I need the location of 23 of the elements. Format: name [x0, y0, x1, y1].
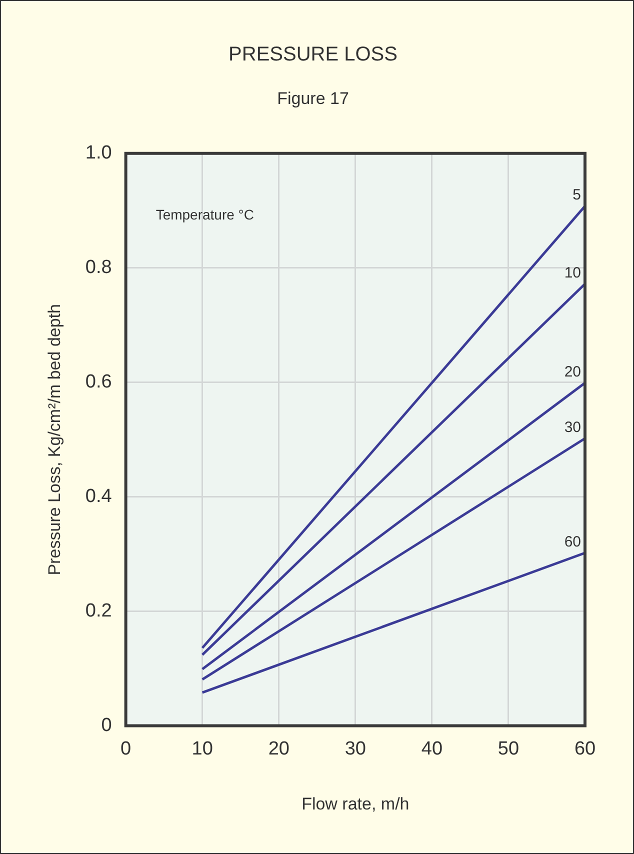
series-label: 10: [564, 264, 581, 282]
y-tick-label: 0.4: [85, 486, 112, 508]
series-label: 30: [564, 419, 581, 436]
chart-subtitle: Figure 17: [277, 88, 349, 108]
chart-title: PRESSURE LOSS: [228, 44, 398, 66]
y-tick-label: 0.2: [85, 600, 112, 622]
series-label: 5: [572, 186, 581, 204]
x-tick-label: 0: [120, 738, 132, 760]
y-axis-title: Pressure Loss, Kg/cm²/m bed depth: [44, 304, 64, 576]
series-label: 60: [564, 534, 581, 551]
series-label: 20: [564, 364, 581, 381]
x-tick-label: 20: [268, 738, 290, 760]
y-tick-label: 0.6: [85, 372, 112, 393]
y-tick-label: 1.0: [85, 142, 112, 164]
x-tick-label: 50: [498, 738, 520, 760]
x-tick-label: 10: [192, 738, 213, 760]
y-tick-label: 0.8: [85, 257, 112, 278]
x-tick-label: 40: [421, 738, 443, 760]
x-axis-title: Flow rate, m/h: [302, 794, 410, 814]
x-tick-label: 30: [344, 738, 366, 760]
x-tick-label: 60: [574, 738, 596, 760]
y-tick-label: 0: [101, 715, 112, 736]
annotation: Temperature °C: [156, 206, 254, 222]
